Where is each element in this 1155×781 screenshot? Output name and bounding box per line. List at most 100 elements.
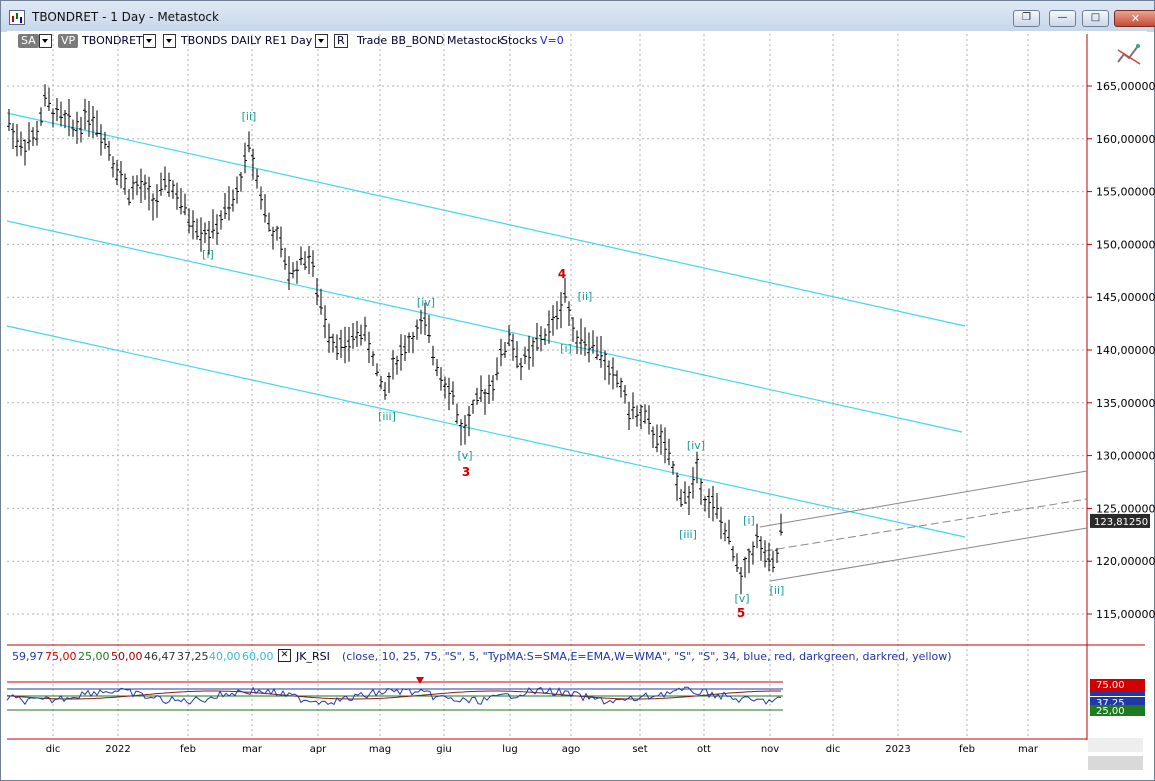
indicator-axis-label: 37,25 [1096, 698, 1125, 709]
time-tick-label: lug [502, 744, 517, 755]
rsi-marker-icon [416, 677, 424, 684]
title-bar: TBONDRET - 1 Day - Metastock ❐ — □ ✕ [1, 1, 1155, 32]
wave-label: 4 [558, 267, 566, 281]
minimize-icon: — [1057, 12, 1068, 23]
indicator-axis-box [1090, 688, 1145, 692]
price-tick-label: 120,000000 [1096, 555, 1155, 568]
price-tick-label: 130,000000 [1096, 450, 1155, 463]
time-tick-label: set [632, 744, 647, 755]
rsi-line [6, 686, 782, 706]
ind-value-7: 40,00 [209, 650, 241, 663]
time-tick-label: dic [826, 744, 841, 755]
wave-label: [iii] [679, 528, 697, 541]
vp-button[interactable]: VP [58, 34, 79, 48]
time-tick-label: giu [436, 744, 451, 755]
scroll-track[interactable] [1088, 738, 1143, 752]
indicator-name[interactable]: JK_RSI [296, 650, 330, 663]
stocks-label[interactable]: Stocks [501, 34, 538, 47]
last-price-box [1090, 513, 1150, 528]
time-tick-label: mar [1018, 744, 1039, 755]
security-name: TBONDS DAILY RE [181, 34, 280, 47]
indicator-axis-label: 25,00 [1096, 706, 1125, 717]
indicator-axis-box [1090, 705, 1145, 716]
restore-icon: ❐ [1022, 12, 1031, 23]
last-price-label: 123,81250 [1094, 517, 1148, 528]
restore-doc-button[interactable]: ❐ [1013, 10, 1040, 27]
wave-label: 3 [462, 465, 470, 479]
time-tick-label: ago [562, 744, 581, 755]
ind-value-6: 37,25 [177, 650, 209, 663]
wave-label: [ii] [578, 290, 593, 303]
ind-value-3: 25,00 [78, 650, 110, 663]
ind-value-4: 50,00 [111, 650, 143, 663]
time-tick-label: dic [46, 744, 61, 755]
price-tick-label: 155,000000 [1096, 186, 1155, 199]
indicator-axis-box [1090, 679, 1145, 690]
minimize-button[interactable]: — [1049, 10, 1076, 27]
indicator-close-icon[interactable]: ✕ [278, 649, 291, 662]
wave-label: [ii] [770, 584, 785, 597]
v-label: V=0 [540, 34, 564, 47]
price-tick-label: 150,000000 [1096, 238, 1155, 251]
wave-label: [iv] [417, 296, 435, 309]
symbol-dropdown[interactable] [143, 34, 156, 48]
time-tick-label: apr [310, 744, 327, 755]
time-tick-label: mag [369, 744, 391, 755]
price-tick-label: 160,000000 [1096, 133, 1155, 146]
symbol-label[interactable]: TBONDRET [82, 34, 143, 47]
metastock-label[interactable]: Metastock [447, 34, 504, 47]
drawing-tool-icon[interactable] [1116, 42, 1142, 66]
period-label[interactable]: 1 Day [280, 34, 313, 47]
ind-value-5: 46,47 [144, 650, 176, 663]
time-tick-label: nov [761, 744, 779, 755]
wave-label: [ii] [242, 110, 257, 123]
wave-label: [iv] [687, 439, 705, 452]
rsi-signal-line [6, 690, 781, 700]
time-tick-label: mar [242, 744, 263, 755]
channel-line [6, 325, 966, 538]
time-tick-label: ott [697, 744, 711, 755]
ind-value-2: 75,00 [45, 650, 77, 663]
sa-dropdown[interactable] [39, 34, 52, 48]
ind-value-1: 59,97 [12, 650, 44, 663]
close-button[interactable]: ✕ [1114, 10, 1155, 27]
wave-label: [v] [457, 449, 472, 462]
projection-channel-mid [764, 498, 1088, 552]
horizontal-scrollbar[interactable] [1088, 756, 1143, 770]
close-icon: ✕ [1130, 12, 1141, 25]
price-tick-label: 140,000000 [1096, 344, 1155, 357]
r-dropdown[interactable]: R [334, 34, 348, 48]
channel-line [6, 112, 966, 327]
indicator-params: (close, 10, 25, 75, "S", 5, "TypMA:S=SMA… [342, 650, 952, 663]
projection-channel-upper [759, 470, 1088, 528]
maximize-button[interactable]: □ [1082, 10, 1109, 27]
time-tick-label: 2023 [885, 744, 910, 755]
indicator-axis-label: 75,00 [1096, 680, 1125, 691]
price-tick-label: 115,000000 [1096, 608, 1155, 621]
wave-label: [iii] [378, 410, 396, 423]
projection-channel-lower [769, 527, 1088, 582]
period-dropdown[interactable] [315, 34, 328, 48]
bb-label[interactable]: BB_BOND [391, 34, 445, 47]
time-tick-label: feb [959, 744, 975, 755]
price-tick-label: 145,000000 [1096, 291, 1155, 304]
sa-button[interactable]: SA [18, 34, 39, 48]
indicator-axis-box [1090, 697, 1145, 708]
price-tick-label: 135,000000 [1096, 397, 1155, 410]
price-tick-label: 165,000000 [1096, 80, 1155, 93]
indicator-axis-box [1090, 692, 1145, 696]
wave-label: [v] [734, 592, 749, 605]
maximize-icon: □ [1090, 12, 1101, 23]
price-tick-label: 125,000000 [1096, 502, 1155, 515]
channel-line [6, 220, 963, 433]
wave-label: 5 [737, 606, 745, 620]
time-tick-label: 2022 [105, 744, 130, 755]
window-title: TBONDRET - 1 Day - Metastock [32, 10, 219, 24]
ind-value-8: 60,00 [242, 650, 274, 663]
info-icon[interactable] [163, 34, 176, 48]
trade-label[interactable]: Trade [357, 34, 388, 47]
chart-app-icon [9, 10, 25, 25]
wave-label: [i] [560, 342, 572, 355]
time-tick-label: feb [180, 744, 196, 755]
